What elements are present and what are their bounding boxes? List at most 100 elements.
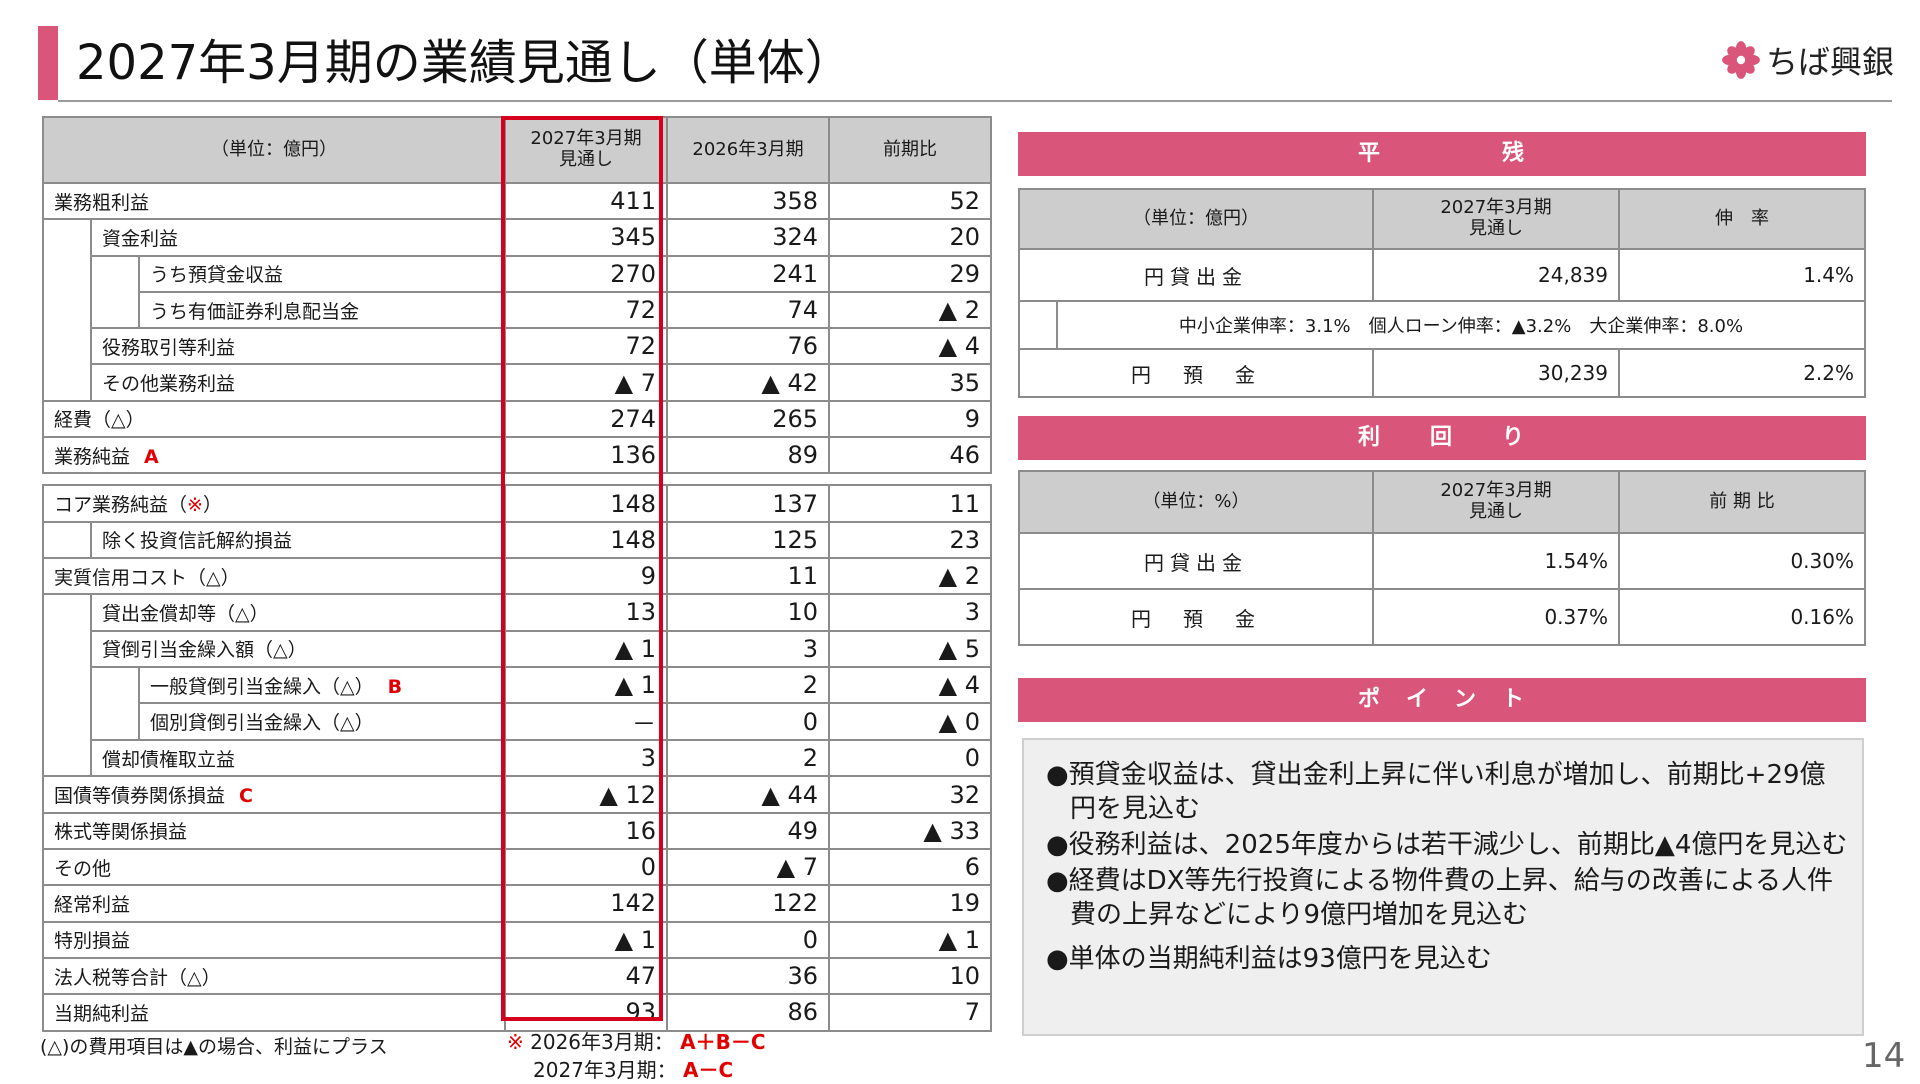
row-label: 償却債権取立益: [91, 740, 505, 776]
row-label: 経常利益: [43, 885, 505, 921]
table-row: その他業務利益 ▲ 7 ▲ 42 35: [43, 364, 991, 400]
row-label-text: 役務取引等利益: [102, 337, 235, 359]
heizan-band: 平 残: [1018, 132, 1866, 176]
table-row: 貸倒引当金繰入額（△） ▲ 1 3 ▲ 5: [43, 631, 991, 667]
forecast-table: （単位：億円） 2027年3月期 見通し 2026年3月期 前期比 業務粗利益 4…: [42, 116, 992, 1032]
row-label: 役務取引等利益: [91, 328, 505, 364]
point-item: ●役務利益は、2025年度からは若干減少し、前期比▲4億円を見込む: [1046, 828, 1848, 862]
row-label: 貸倒引当金繰入額（△）: [91, 631, 505, 667]
row-label: その他業務利益: [91, 364, 505, 400]
row-label-text: その他業務利益: [102, 373, 235, 395]
row-label-text: 業務純益: [54, 446, 130, 468]
page-number: 14: [1862, 1036, 1905, 1076]
table-row: 償却債権取立益 3 2 0: [43, 740, 991, 776]
value-2026: 324: [667, 219, 829, 255]
flower-logo-icon: [1720, 39, 1762, 81]
row-label: うち預貸金収益: [139, 256, 505, 292]
table-row: 除く投資信託解約損益 148 125 23: [43, 522, 991, 558]
value-2026: 76: [667, 328, 829, 364]
row-label: 国債等債券関係損益 C: [43, 776, 505, 812]
row-label-text: 国債等債券関係損益: [54, 785, 225, 807]
rimawari-unit: （単位：%）: [1019, 471, 1373, 533]
row-label-text: コア業務純益（: [54, 494, 187, 516]
rimawari-loans-label: 円貸出金: [1019, 533, 1373, 589]
value-2026: ▲ 42: [667, 364, 829, 400]
value-2026: 0: [667, 703, 829, 740]
rimawari-col-2027-line2: 見通し: [1374, 502, 1618, 523]
row-label-text: 個別貸倒引当金繰入（△）: [150, 712, 374, 734]
value-2027-forecast: 411: [505, 183, 667, 219]
bank-logo: ちば興銀: [1720, 40, 1894, 80]
indent-cell: [43, 219, 91, 255]
rimawari-col-yoy: 前 期 比: [1619, 471, 1865, 533]
indent-cell: [43, 631, 91, 667]
value-2027-forecast: 13: [505, 594, 667, 630]
value-2026: 86: [667, 994, 829, 1030]
value-2026: ▲ 7: [667, 849, 829, 885]
value-2027-forecast: ▲ 7: [505, 364, 667, 400]
value-2026: 265: [667, 401, 829, 437]
value-2026: 125: [667, 522, 829, 558]
row-label: 経費（△）: [43, 401, 505, 437]
value-yoy: 7: [829, 994, 991, 1030]
rimawari-deposits-value: 0.37%: [1373, 589, 1619, 645]
heizan-col-2027: 2027年3月期 見通し: [1373, 189, 1619, 249]
row-label-text: 当期純利益: [54, 1003, 149, 1025]
value-2027-forecast: 93: [505, 994, 667, 1030]
value-yoy: ▲ 2: [829, 292, 991, 328]
row-label-text: 資金利益: [102, 228, 178, 250]
table-row: 一般貸倒引当金繰入（△） B ▲ 1 2 ▲ 4: [43, 667, 991, 703]
value-2027-forecast: ▲ 1: [505, 631, 667, 667]
footnote-line1-formula: A＋B－C: [680, 1030, 765, 1054]
rimawari-table: （単位：%） 2027年3月期 見通し 前 期 比 円貸出金 1.54% 0.3…: [1018, 470, 1866, 646]
value-yoy: 19: [829, 885, 991, 921]
value-2026: 122: [667, 885, 829, 921]
heizan-loans-value: 24,839: [1373, 249, 1619, 301]
points-band: ポ イ ン ト: [1018, 678, 1866, 722]
footnote-mark: ※: [507, 1030, 524, 1054]
row-label: 法人税等合計（△）: [43, 958, 505, 994]
col-header-yoy: 前期比: [829, 117, 991, 183]
table-row: 国債等債券関係損益 C ▲ 12 ▲ 44 32: [43, 776, 991, 812]
row-label: うち有価証券利息配当金: [139, 292, 505, 328]
value-2027-forecast: ▲ 1: [505, 922, 667, 958]
value-yoy: 6: [829, 849, 991, 885]
indent-cell: [91, 703, 139, 740]
value-yoy: 32: [829, 776, 991, 812]
indent-cell: [43, 364, 91, 400]
table-row: 役務取引等利益 72 76 ▲ 4: [43, 328, 991, 364]
row-label-text: うち預貸金収益: [150, 264, 283, 286]
table-spacer: [43, 473, 991, 485]
heizan-col-growth: 伸 率: [1619, 189, 1865, 249]
row-label: 除く投資信託解約損益: [91, 522, 505, 558]
table-row: 資金利益 345 324 20: [43, 219, 991, 255]
indent-cell: [43, 703, 91, 740]
row-label-text: 法人税等合計（△）: [54, 967, 221, 989]
value-2026: 241: [667, 256, 829, 292]
value-2027-forecast: 0: [505, 849, 667, 885]
heizan-unit: （単位：億円）: [1019, 189, 1373, 249]
title-divider: [58, 100, 1892, 102]
value-2026: 0: [667, 922, 829, 958]
indent-cell: [43, 740, 91, 776]
table-row: コア業務純益（※） 148 137 11: [43, 485, 991, 521]
rimawari-loans-value: 1.54%: [1373, 533, 1619, 589]
value-2027-forecast: 270: [505, 256, 667, 292]
heizan-col-2027-line2: 見通し: [1374, 219, 1618, 240]
table-row: 実質信用コスト（△） 9 11 ▲ 2: [43, 558, 991, 594]
value-2026: 358: [667, 183, 829, 219]
value-2027-forecast: 274: [505, 401, 667, 437]
footnote-line2-formula: A－C: [683, 1058, 733, 1082]
row-label: 貸出金償却等（△）: [91, 594, 505, 630]
row-label: 一般貸倒引当金繰入（△） B: [139, 667, 505, 703]
row-label: 業務純益 A: [43, 437, 505, 473]
value-2026: 2: [667, 667, 829, 703]
value-yoy: ▲ 4: [829, 667, 991, 703]
heizan-table: （単位：億円） 2027年3月期 見通し 伸 率 円貸出金 24,839 1.4…: [1018, 188, 1866, 398]
rimawari-deposits-label: 円 預 金: [1019, 589, 1373, 645]
col-header-2027-line1: 2027年3月期: [506, 129, 666, 150]
value-2027-forecast: 72: [505, 328, 667, 364]
row-label-text: 貸倒引当金繰入額（△）: [102, 639, 307, 661]
value-2027-forecast: －: [505, 703, 667, 740]
title-accent-bar: [38, 26, 58, 100]
